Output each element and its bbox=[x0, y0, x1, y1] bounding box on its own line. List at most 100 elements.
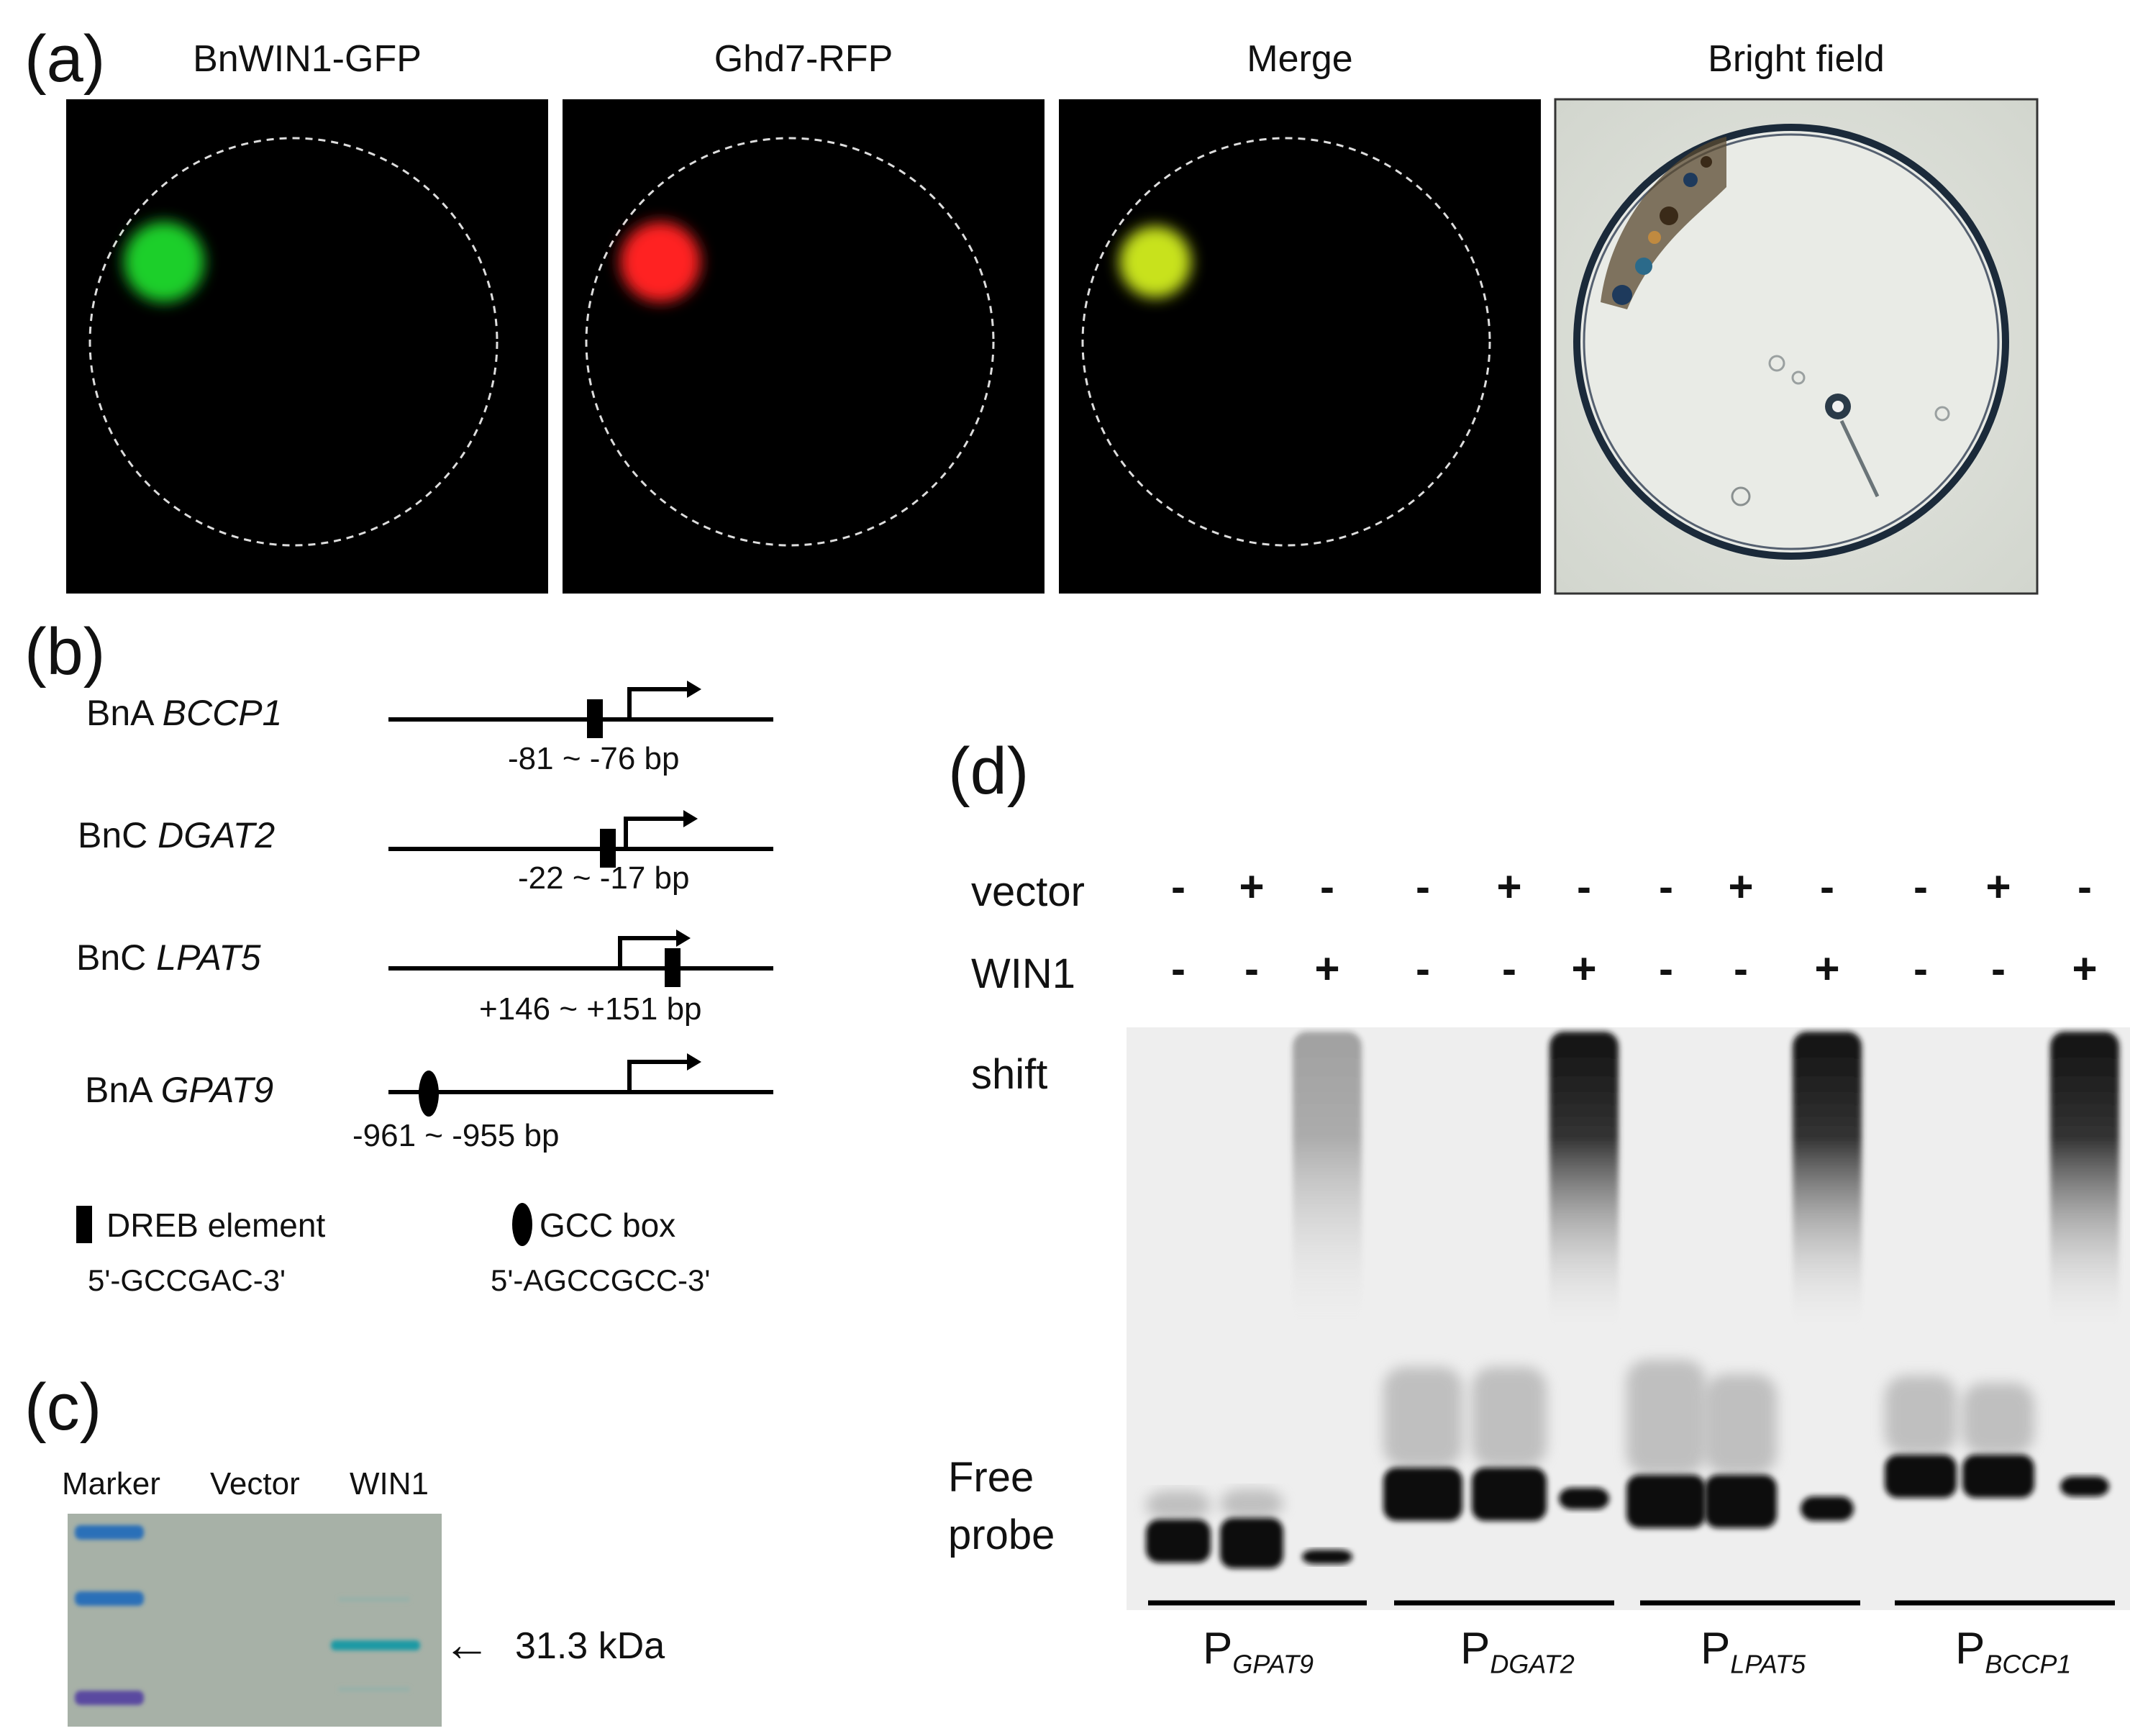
shifted-complex bbox=[1549, 1032, 1619, 1334]
shifted-complex bbox=[2050, 1032, 2119, 1334]
probe-smear bbox=[1472, 1367, 1547, 1468]
probe-smear bbox=[1885, 1376, 1957, 1455]
gene-name: DGAT2 bbox=[158, 815, 276, 855]
lane-label-win1: WIN1 bbox=[350, 1466, 429, 1501]
panel-a-images bbox=[66, 98, 2039, 595]
win1-sign: - bbox=[1734, 945, 1748, 993]
win1-band bbox=[331, 1640, 420, 1650]
tss-arrow-dgat2 bbox=[624, 817, 694, 849]
range-gpat9: -961 ~ -955 bp bbox=[352, 1118, 560, 1153]
vector-sign: - bbox=[1577, 863, 1591, 911]
vector-sign: - bbox=[2077, 863, 2092, 911]
tss-arrowhead bbox=[683, 810, 698, 827]
dreb-box-dgat2 bbox=[600, 829, 616, 868]
free-probe-band bbox=[1705, 1475, 1777, 1528]
tss-arrow-gpat9 bbox=[627, 1060, 698, 1092]
band-arrow: ← bbox=[443, 1617, 491, 1671]
rfp-nucleus bbox=[620, 222, 701, 302]
legend-dreb-seq: 5'-GCCGAC-3' bbox=[88, 1263, 286, 1297]
tss-arrowhead bbox=[676, 930, 691, 947]
row-label-vector: vector bbox=[971, 868, 1085, 915]
gene-prefix: BnA bbox=[85, 1070, 161, 1110]
tss-arrowhead bbox=[687, 1053, 701, 1071]
legend-gcc-seq: 5'-AGCCGCC-3' bbox=[491, 1263, 711, 1297]
free-probe-label-line2: probe bbox=[948, 1512, 1055, 1558]
win1-sign: - bbox=[1171, 945, 1185, 993]
panel-b-label: (b) bbox=[24, 615, 106, 689]
gene-prefix: BnC bbox=[78, 815, 158, 855]
title-merge: Merge bbox=[1247, 38, 1353, 80]
legend-dreb-symbol bbox=[76, 1206, 92, 1243]
free-probe-band bbox=[1146, 1519, 1211, 1563]
bright-field-image bbox=[1554, 98, 2039, 595]
gene-name: BCCP1 bbox=[162, 693, 283, 733]
title-bright-field: Bright field bbox=[1708, 38, 1885, 80]
shifted-complex bbox=[1293, 1032, 1362, 1334]
probe-smear bbox=[1962, 1383, 2034, 1455]
vector-sign: - bbox=[1659, 863, 1673, 911]
gcc-box-gpat9 bbox=[419, 1071, 439, 1117]
win1-sign: - bbox=[1416, 945, 1430, 993]
win1-sign: - bbox=[1244, 945, 1259, 993]
vector-sign: - bbox=[1820, 863, 1834, 911]
marker-band bbox=[75, 1691, 144, 1705]
sds-page-gel bbox=[68, 1514, 442, 1727]
marker-band bbox=[75, 1591, 144, 1606]
probe-label-lpat5: PLPAT5 bbox=[1701, 1624, 1806, 1679]
vector-sign: - bbox=[1171, 863, 1185, 911]
win1-sign: - bbox=[1913, 945, 1928, 993]
gene-label-dgat2: BnC DGAT2 bbox=[78, 814, 275, 856]
win1-sign: + bbox=[1314, 945, 1340, 993]
probe-smear bbox=[1626, 1360, 1706, 1475]
range-bccp1: -81 ~ -76 bp bbox=[508, 741, 680, 776]
title-rfp: Ghd7-RFP bbox=[714, 38, 893, 80]
vector-sign: - bbox=[1913, 863, 1928, 911]
band-size-label: 31.3 kDa bbox=[515, 1625, 665, 1667]
free-probe-band bbox=[1302, 1550, 1352, 1564]
legend-dreb-label: DREB element bbox=[106, 1206, 326, 1244]
merge-image bbox=[1059, 99, 1541, 594]
gfp-image bbox=[66, 99, 548, 594]
rfp-image bbox=[563, 99, 1044, 594]
promoter-diagrams bbox=[76, 681, 773, 1246]
gfp-nucleus bbox=[124, 222, 204, 302]
probe-smear bbox=[1220, 1489, 1283, 1518]
free-probe-band bbox=[1626, 1475, 1706, 1528]
range-lpat5: +146 ~ +151 bp bbox=[479, 991, 702, 1027]
win1-sign: + bbox=[1814, 945, 1840, 993]
title-gfp: BnWIN1-GFP bbox=[193, 38, 422, 80]
gene-prefix: BnA bbox=[86, 693, 163, 733]
range-dgat2: -22 ~ -17 bp bbox=[518, 860, 690, 896]
lane-label-vector: Vector bbox=[210, 1466, 300, 1501]
vector-sign: - bbox=[1320, 863, 1334, 911]
win1-sign: + bbox=[1571, 945, 1597, 993]
vector-sign: + bbox=[1496, 863, 1522, 911]
win1-sign: + bbox=[2072, 945, 2098, 993]
free-probe-band bbox=[1962, 1455, 2034, 1498]
free-probe-band bbox=[1885, 1455, 1957, 1498]
gene-label-gpat9: BnA GPAT9 bbox=[85, 1069, 273, 1111]
probe-label-bccp1: PBCCP1 bbox=[1955, 1624, 2072, 1679]
probe-smear bbox=[1383, 1367, 1462, 1468]
vector-sign: + bbox=[1239, 863, 1265, 911]
gene-name: GPAT9 bbox=[160, 1070, 274, 1110]
lane-label-marker: Marker bbox=[62, 1466, 160, 1501]
gene-label-bccp1: BnA BCCP1 bbox=[86, 692, 282, 734]
tss-arrowhead bbox=[687, 681, 701, 698]
probe-label-gpat9: PGPAT9 bbox=[1203, 1624, 1314, 1679]
gene-label-lpat5: BnC LPAT5 bbox=[76, 937, 261, 978]
free-probe-label-line1: Free bbox=[948, 1454, 1034, 1501]
win1-sign: - bbox=[1502, 945, 1516, 993]
merge-nucleus bbox=[1119, 226, 1191, 298]
dreb-box-lpat5 bbox=[665, 948, 681, 987]
probe-smear bbox=[1146, 1491, 1211, 1519]
gene-name: LPAT5 bbox=[156, 937, 261, 978]
free-probe-band bbox=[1801, 1496, 1854, 1521]
gene-prefix: BnC bbox=[76, 937, 157, 978]
win1-sign: - bbox=[1991, 945, 2006, 993]
free-probe-band bbox=[1472, 1468, 1547, 1521]
probe-smear bbox=[1705, 1374, 1777, 1475]
legend-gcc-label: GCC box bbox=[540, 1206, 676, 1244]
row-label-win1: WIN1 bbox=[971, 950, 1075, 997]
